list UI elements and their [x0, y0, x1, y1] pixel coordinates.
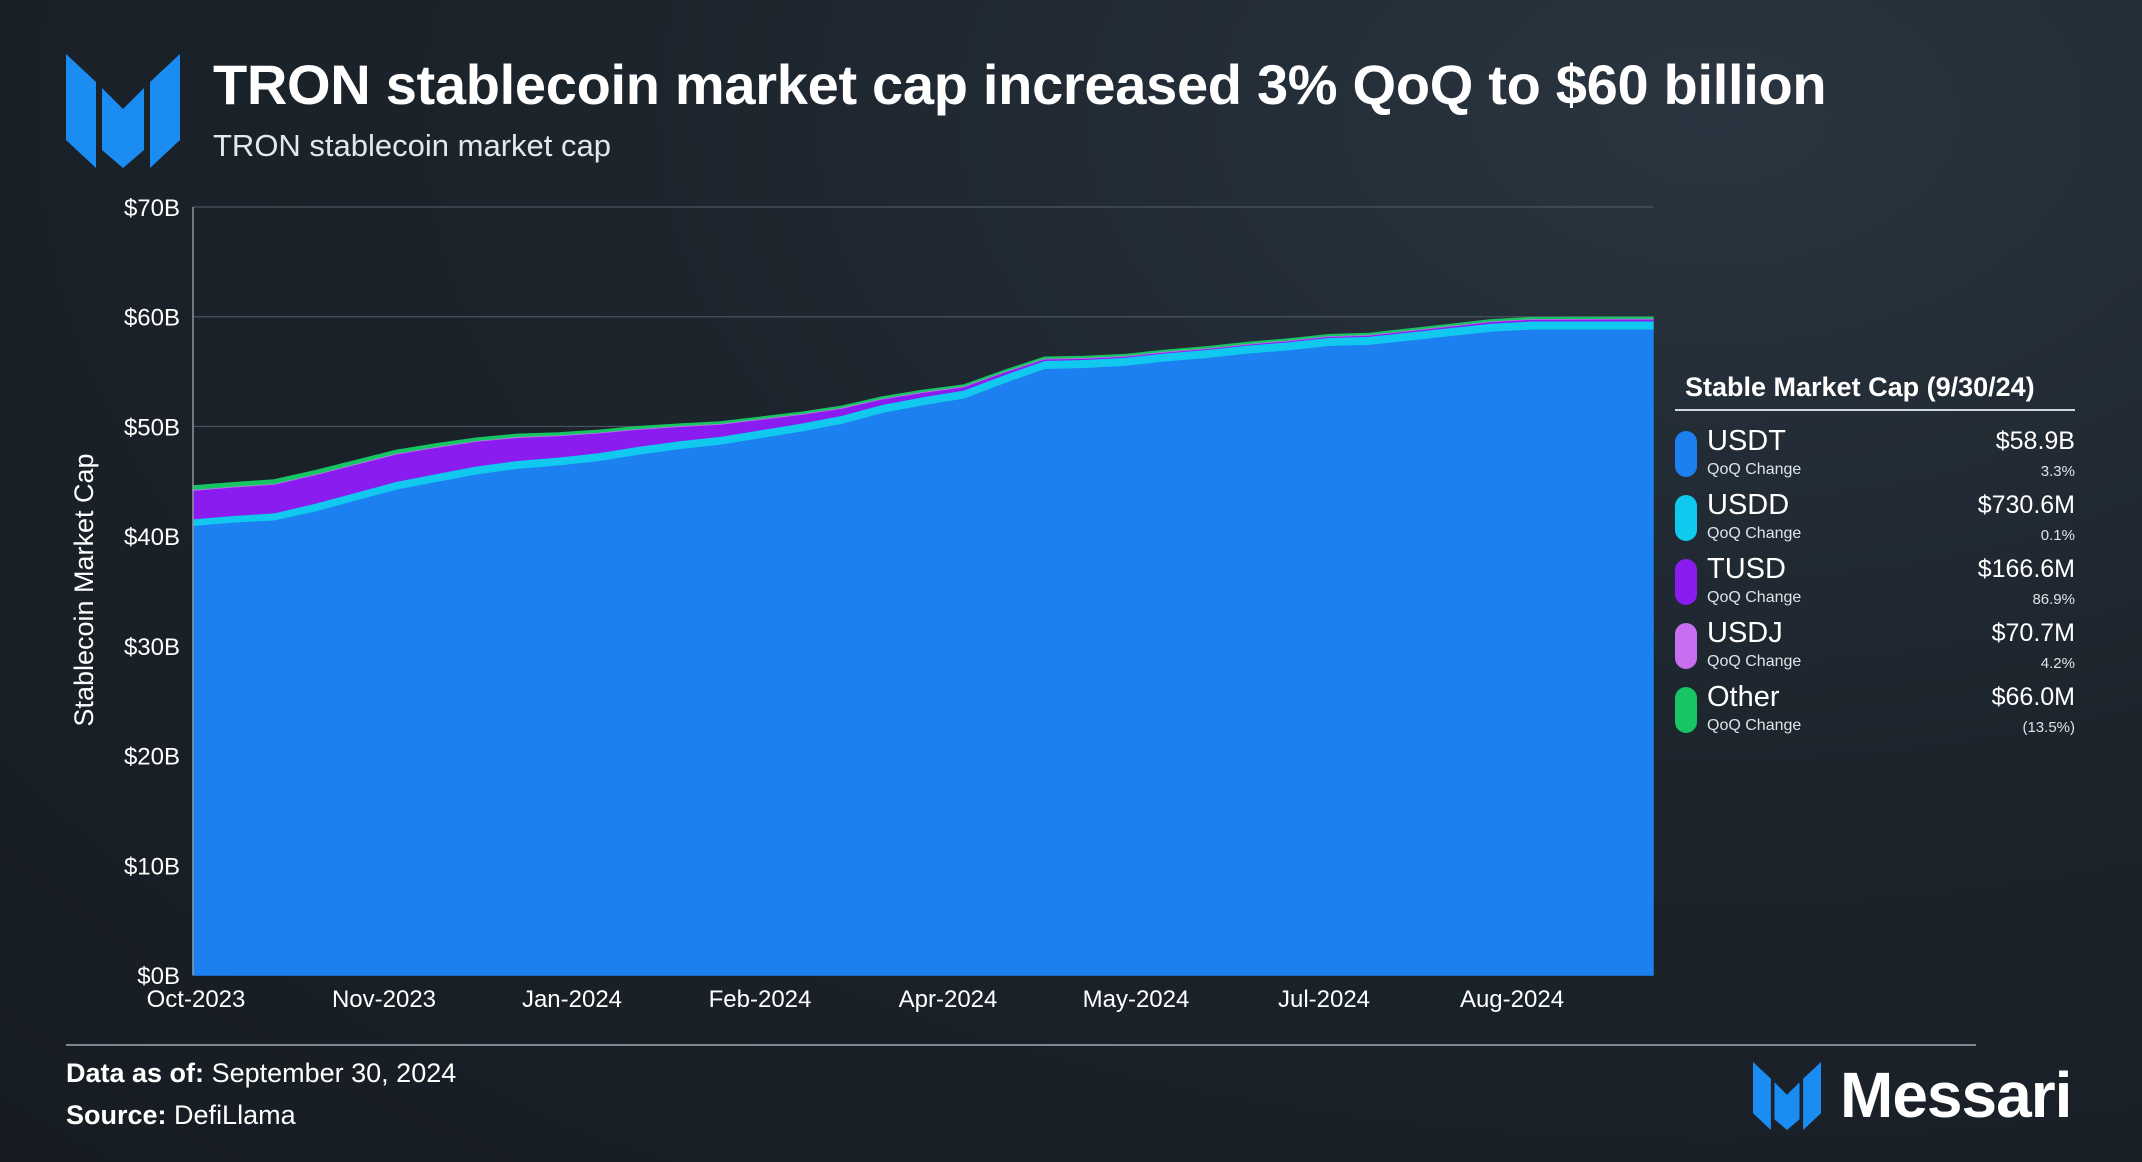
legend-item-usdd: USDD QoQ Change $730.6M 0.1% — [1675, 475, 2075, 544]
legend-title: Stable Market Cap (9/30/24) — [1675, 372, 2075, 411]
brand-name: Messari — [1840, 1059, 2072, 1131]
legend-change: 4.2% — [2040, 655, 2075, 672]
x-tick-labels: Oct-2023 Nov-2023 Jan-2024 Feb-2024 Apr-2024… — [147, 986, 1564, 1013]
legend-change: (13.5%) — [2022, 719, 2075, 736]
legend-name: TUSD — [1707, 553, 1786, 585]
data-as-of-value: September 30, 2024 — [211, 1058, 457, 1088]
y-tick-labels: $0B $10B $20B $30B $40B $50B $60B $70B — [124, 195, 180, 990]
chart-title: TRON stablecoin market cap increased 3% … — [213, 53, 1827, 116]
x-tick-label: May-2024 — [1083, 986, 1190, 1013]
area-usdt — [192, 328, 1654, 976]
y-axis-label: Stablecoin Market Cap — [69, 453, 99, 726]
x-tick-label: Aug-2024 — [1460, 986, 1564, 1013]
legend-item-usdj: USDJ QoQ Change $70.7M 4.2% — [1675, 603, 2075, 672]
legend-swatch — [1675, 495, 1697, 541]
legend-name: Other — [1707, 681, 1780, 713]
legend-sub: QoQ Change — [1707, 461, 1802, 478]
legend-sub: QoQ Change — [1707, 525, 1802, 542]
x-tick-label: Feb-2024 — [709, 986, 812, 1013]
area-series — [192, 316, 1654, 976]
x-tick-label: Oct-2023 — [147, 986, 246, 1013]
legend-swatch — [1675, 431, 1697, 477]
legend-item-tusd: TUSD QoQ Change $166.6M 86.9% — [1675, 539, 2075, 608]
legend-swatch — [1675, 623, 1697, 669]
legend-swatch — [1675, 559, 1697, 605]
legend-value: $66.0M — [1991, 683, 2075, 711]
y-tick-label: $30B — [124, 634, 180, 661]
legend-item-usdt: USDT QoQ Change $58.9B 3.3% — [1675, 411, 2075, 480]
source-label: Source: — [66, 1100, 167, 1130]
chart-subtitle: TRON stablecoin market cap — [213, 128, 611, 163]
legend-swatch — [1675, 687, 1697, 733]
legend-sub: QoQ Change — [1707, 653, 1802, 670]
y-tick-label: $40B — [124, 524, 180, 551]
legend-sub: QoQ Change — [1707, 717, 1802, 734]
legend-name: USDJ — [1707, 617, 1783, 649]
legend-item-other: Other QoQ Change $66.0M (13.5%) — [1675, 667, 2075, 736]
x-tick-label: Jul-2024 — [1278, 986, 1370, 1013]
legend-value: $70.7M — [1991, 619, 2075, 647]
data-as-of: Data as of: September 30, 2024 — [66, 1058, 456, 1089]
y-tick-label: $50B — [124, 414, 180, 441]
legend-change: 86.9% — [2032, 591, 2075, 608]
y-tick-label: $70B — [124, 195, 180, 222]
x-tick-label: Apr-2024 — [899, 986, 998, 1013]
messari-logo-icon — [66, 54, 180, 168]
legend-change: 0.1% — [2040, 527, 2075, 544]
legend-change: 3.3% — [2040, 463, 2075, 480]
y-tick-label: $0B — [137, 963, 180, 990]
legend-name: USDT — [1707, 425, 1786, 457]
data-as-of-label: Data as of: — [66, 1058, 205, 1088]
legend-sub: QoQ Change — [1707, 589, 1802, 606]
source: Source: DefiLlama — [66, 1100, 296, 1131]
y-tick-label: $20B — [124, 744, 180, 771]
source-value: DefiLlama — [174, 1100, 296, 1130]
x-tick-label: Jan-2024 — [522, 986, 622, 1013]
area-other — [192, 316, 1654, 491]
legend-value: $730.6M — [1977, 491, 2075, 519]
legend-value: $166.6M — [1977, 555, 2075, 583]
footer-divider — [66, 1044, 1976, 1046]
legend-name: USDD — [1707, 489, 1790, 521]
y-tick-label: $60B — [124, 305, 180, 332]
messari-brand-icon — [1753, 1062, 1821, 1130]
x-tick-label: Nov-2023 — [332, 986, 436, 1013]
y-tick-label: $10B — [124, 853, 180, 880]
legend: Stable Market Cap (9/30/24) USDT QoQ Chan… — [1675, 372, 2075, 736]
legend-value: $58.9B — [1995, 427, 2075, 455]
